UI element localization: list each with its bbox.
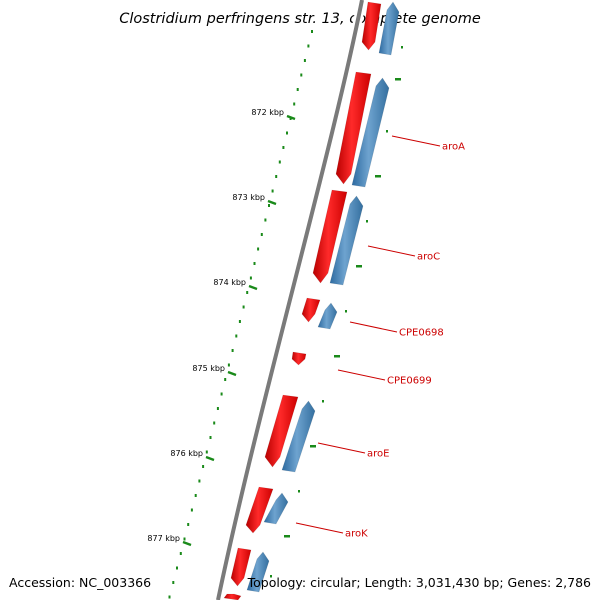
outer-track-tick <box>401 46 403 49</box>
ruler-tick <box>286 131 288 135</box>
ruler-tick <box>194 494 197 497</box>
ruler-tick <box>242 305 245 309</box>
outer-track-tick <box>284 535 290 538</box>
scale-label: 875 kbp <box>192 364 225 373</box>
forward-cds-arrow <box>230 547 252 587</box>
map-layer: 872 kbp 873 kbp 874 kbp 875 kbp 876 kbp 877 k… <box>147 0 465 601</box>
scale-label: 874 kbp <box>213 278 246 287</box>
outer-track-tick <box>298 490 300 493</box>
ruler-tick <box>209 436 212 439</box>
ruler-tick <box>202 465 205 468</box>
ruler-tick <box>253 262 256 265</box>
ruler-tick <box>264 218 267 222</box>
ruler-tick <box>260 233 263 236</box>
outer-track-tick <box>310 445 316 448</box>
ruler-tick <box>168 595 171 599</box>
forward-cds-arrow <box>245 486 274 534</box>
ruler-tick <box>296 88 299 91</box>
genome-summary: Topology: circular; Length: 3,031,430 bp… <box>247 575 591 590</box>
ruler-tick <box>268 204 270 207</box>
gene-label: aroA <box>442 142 465 153</box>
ruler-major-tick <box>182 540 192 547</box>
ruler-tick <box>198 479 201 483</box>
outer-track-tick <box>334 355 340 358</box>
ruler-tick <box>231 349 234 352</box>
ruler-major-tick <box>227 370 237 377</box>
gene-leader-line <box>349 321 398 333</box>
gene-label: aroE <box>367 449 389 460</box>
ruler-tick <box>282 146 285 149</box>
outer-track-tick <box>375 175 381 178</box>
forward-cds-arrow <box>301 297 321 323</box>
ruler-tick <box>224 378 227 381</box>
ruler-tick <box>216 407 219 410</box>
scale-label: 872 kbp <box>251 108 284 117</box>
backbone-line <box>216 0 364 601</box>
gene-leader-line <box>337 369 386 381</box>
forward-cds-arrow <box>264 394 299 468</box>
reverse-cds-arrow <box>263 492 289 525</box>
reverse-cds-arrow <box>281 400 316 473</box>
outer-track-tick <box>356 265 362 268</box>
ruler-tick <box>220 392 223 396</box>
ruler-tick <box>257 247 260 251</box>
reverse-cds-arrow <box>246 551 270 593</box>
reverse-cds-arrow <box>351 77 390 188</box>
ruler-tick <box>311 30 313 33</box>
ruler-tick <box>179 552 182 555</box>
ruler-major-tick <box>248 284 258 291</box>
forward-cds-arrow <box>335 71 372 185</box>
gene-leader-line <box>295 522 344 534</box>
forward-cds-arrow <box>312 189 348 284</box>
ruler-major-tick <box>267 199 277 206</box>
outer-track-tick <box>322 400 324 403</box>
ruler-major-tick <box>286 114 296 121</box>
gene-label: aroK <box>345 529 368 540</box>
outer-track-tick <box>345 310 347 313</box>
ruler-tick <box>227 363 230 367</box>
forward-cds-arrow <box>223 593 242 601</box>
outer-track-tick <box>270 575 272 578</box>
gene-leader-line <box>317 442 366 454</box>
outer-track-tick <box>386 130 388 133</box>
ruler-tick <box>213 421 216 425</box>
ruler-tick <box>275 175 278 178</box>
ruler-tick <box>235 334 238 338</box>
ruler-tick <box>176 566 178 570</box>
ruler-tick <box>190 508 193 512</box>
ruler-tick <box>187 523 190 526</box>
outer-track-tick <box>366 220 368 223</box>
scale-label: 873 kbp <box>232 193 265 202</box>
ruler-tick <box>303 59 306 62</box>
ruler-tick <box>300 73 303 77</box>
ruler-tick <box>307 44 310 48</box>
ruler-tick <box>271 189 274 193</box>
gene-label: aroC <box>417 252 440 263</box>
ruler-tick <box>238 320 241 323</box>
gene-leader-line <box>391 135 441 147</box>
ruler-tick <box>183 537 186 541</box>
ruler-tick <box>278 160 281 164</box>
reverse-cds-arrow <box>329 195 364 286</box>
scale-label: 876 kbp <box>170 449 203 458</box>
gene-label: CPE0698 <box>399 328 444 339</box>
reverse-cds-arrow <box>317 302 338 330</box>
ruler-tick <box>172 581 175 584</box>
forward-cds-arrow <box>361 1 382 51</box>
outer-track-tick <box>395 78 401 81</box>
forward-cds-arrow <box>291 351 307 366</box>
gene-leader-line <box>367 245 416 257</box>
ruler-tick <box>205 450 208 454</box>
map-title: Clostridium perfringens str. 13, complet… <box>119 11 481 27</box>
ruler-major-tick <box>205 455 215 462</box>
gene-label: CPE0699 <box>387 376 432 387</box>
ruler-tick <box>249 276 252 280</box>
accession-label: Accession: NC_003366 <box>9 575 151 590</box>
ruler-tick <box>246 291 249 294</box>
ruler-tick <box>293 102 296 106</box>
scale-label: 877 kbp <box>147 534 180 543</box>
reverse-cds-arrow <box>378 1 400 56</box>
